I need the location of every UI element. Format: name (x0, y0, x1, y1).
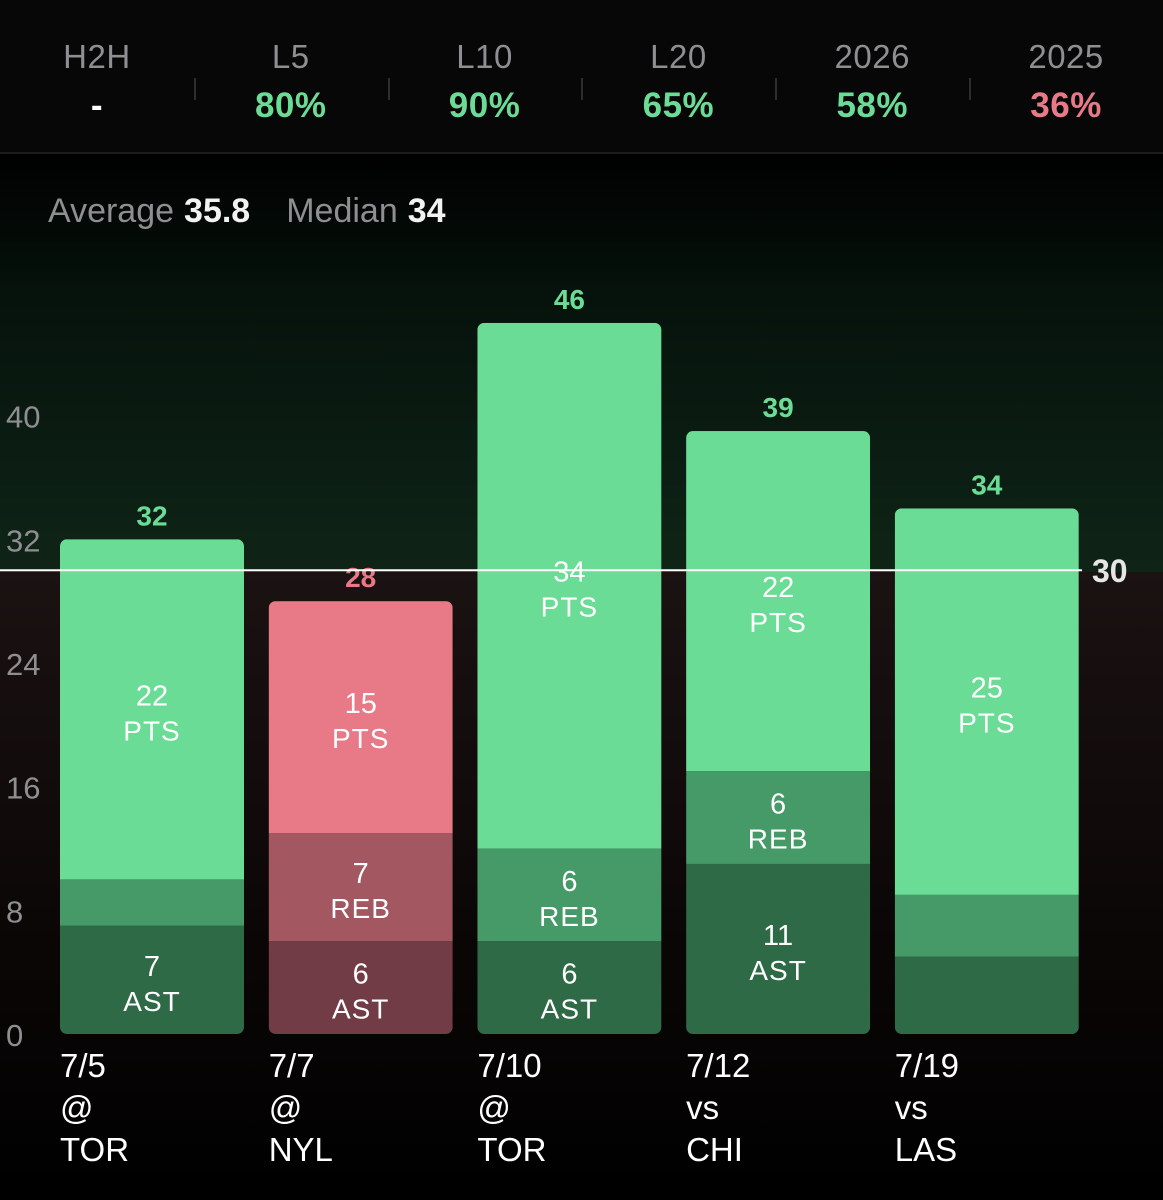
bar-total-label: 28 (345, 562, 376, 593)
y-axis-tick-label: 32 (6, 523, 40, 558)
median-label: Median (286, 192, 398, 230)
summary-label: L10 (456, 38, 513, 75)
summary-value: - (90, 86, 103, 125)
game-log-bar-chart: 08162432407AST22PTS327/5@TOR6AST7REB15PT… (0, 284, 1128, 1168)
bar-segment-reb[interactable] (60, 879, 244, 926)
bar-segment-ast[interactable] (60, 925, 244, 1034)
bar-total-label: 32 (136, 500, 167, 531)
summary-tab-2025[interactable]: 2025 36% (969, 0, 1163, 152)
segment-value-label: 34 (553, 557, 585, 589)
prop-line-label: 30 (1092, 553, 1128, 589)
x-axis-category-label: NYL (269, 1131, 333, 1168)
segment-value-label: 6 (561, 959, 577, 991)
y-axis-tick-label: 24 (6, 647, 40, 682)
average-median-stats: Average 35.8 Median 34 (48, 192, 446, 231)
segment-stat-label: REB (330, 893, 391, 924)
y-axis-tick-label: 0 (6, 1018, 23, 1053)
segment-stat-label: REB (539, 901, 600, 932)
summary-value: 58% (836, 86, 908, 125)
stacked-bar-7-7 (268, 601, 453, 1034)
summary-tab-l20[interactable]: L20 65% (581, 0, 775, 152)
segment-stat-label: PTS (332, 723, 389, 754)
segment-stat-label: AST (332, 994, 389, 1025)
segment-value-label: 22 (136, 680, 168, 712)
median-value: 34 (407, 192, 446, 230)
segment-value-label: 11 (763, 920, 793, 952)
segment-value-label: 7 (353, 858, 369, 890)
bar-total-label: 34 (971, 469, 1003, 500)
average-value: 35.8 (184, 192, 251, 230)
segment-stat-label: PTS (749, 607, 806, 638)
x-axis-category-label: @ (60, 1089, 94, 1126)
x-axis-category-label: vs (686, 1089, 719, 1126)
x-axis-category-label: TOR (477, 1131, 546, 1168)
bar-total-label: 39 (763, 392, 794, 423)
x-axis-category-label: LAS (895, 1131, 957, 1168)
bar-segment-ast[interactable] (894, 956, 1079, 1034)
summary-label: H2H (63, 38, 131, 75)
x-axis-category-label: vs (895, 1089, 928, 1126)
bar-segment-ast[interactable] (686, 863, 871, 1034)
y-axis-tick-label: 16 (6, 771, 40, 806)
summary-value: 65% (642, 86, 715, 125)
x-axis-category-label: 7/7 (269, 1047, 315, 1084)
bar-segment-pts[interactable] (686, 431, 871, 772)
bar-segment-pts[interactable] (268, 601, 453, 834)
segment-value-label: 7 (144, 951, 160, 983)
segment-stat-label: AST (749, 955, 806, 986)
segment-value-label: 15 (345, 688, 377, 720)
segment-value-label: 6 (353, 959, 369, 991)
segment-stat-label: PTS (541, 592, 598, 623)
segment-stat-label: AST (541, 994, 598, 1025)
summary-value: 80% (254, 86, 327, 125)
summary-label: L5 (271, 38, 310, 75)
x-axis-category-label: 7/12 (686, 1047, 750, 1084)
stacked-bar-7-5 (60, 539, 244, 1034)
bar-segment-ast[interactable] (477, 941, 662, 1034)
stacked-bar-7-12 (686, 431, 871, 1034)
average-label: Average (48, 192, 175, 230)
summary-label: 2026 (834, 38, 910, 75)
summary-tab-l5[interactable]: L5 80% (193, 0, 388, 152)
summary-tab-2026[interactable]: 2026 58% (775, 0, 969, 152)
x-axis-category-label: @ (269, 1089, 303, 1126)
bar-total-label: 46 (554, 284, 585, 315)
chart-area: Average 35.8 Median 34 0 8 16 24 32 40 7 AST 22 PTS 3… (0, 154, 1163, 1200)
segment-value-label: 22 (762, 572, 794, 604)
y-axis-tick-label: 8 (6, 894, 23, 929)
segment-stat-label: PTS (958, 708, 1015, 739)
stacked-bar-7-19 (894, 508, 1079, 1034)
bar-segment-ast[interactable] (268, 941, 453, 1034)
summary-label: L20 (650, 38, 707, 75)
segment-stat-label: AST (123, 986, 180, 1017)
segment-value-label: 6 (770, 789, 786, 821)
summary-value: 90% (448, 86, 521, 125)
bar-segment-reb[interactable] (894, 894, 1079, 957)
bar-segment-reb[interactable] (686, 771, 871, 864)
x-axis-category-label: 7/10 (477, 1047, 541, 1084)
summary-tab-l10[interactable]: L10 90% (387, 0, 582, 152)
x-axis-category-label: TOR (60, 1131, 129, 1168)
bar-segment-pts[interactable] (60, 539, 244, 880)
bar-segment-pts[interactable] (894, 508, 1079, 895)
summary-value: 36% (1030, 86, 1102, 125)
bar-segment-pts[interactable] (477, 322, 662, 849)
x-axis-category-label: @ (477, 1089, 511, 1126)
stacked-bar-7-10 (477, 322, 662, 1034)
bar-segment-reb[interactable] (268, 833, 453, 942)
segment-value-label: 25 (971, 673, 1003, 705)
bar-segment-reb[interactable] (477, 848, 662, 942)
x-axis-category-label: 7/19 (895, 1047, 959, 1084)
y-axis-tick-label: 40 (6, 400, 40, 435)
segment-value-label: 6 (561, 866, 577, 898)
summary-label: 2025 (1028, 38, 1104, 75)
segment-stat-label: REB (748, 824, 809, 855)
segment-stat-label: PTS (123, 715, 180, 746)
hit-rate-summary-bar: H2H - L5 80% L10 90% L20 65% 2026 58% 20… (0, 0, 1163, 154)
x-axis-category-label: CHI (686, 1131, 743, 1168)
summary-tab-h2h[interactable]: H2H - (0, 0, 194, 152)
x-axis-category-label: 7/5 (60, 1047, 106, 1084)
